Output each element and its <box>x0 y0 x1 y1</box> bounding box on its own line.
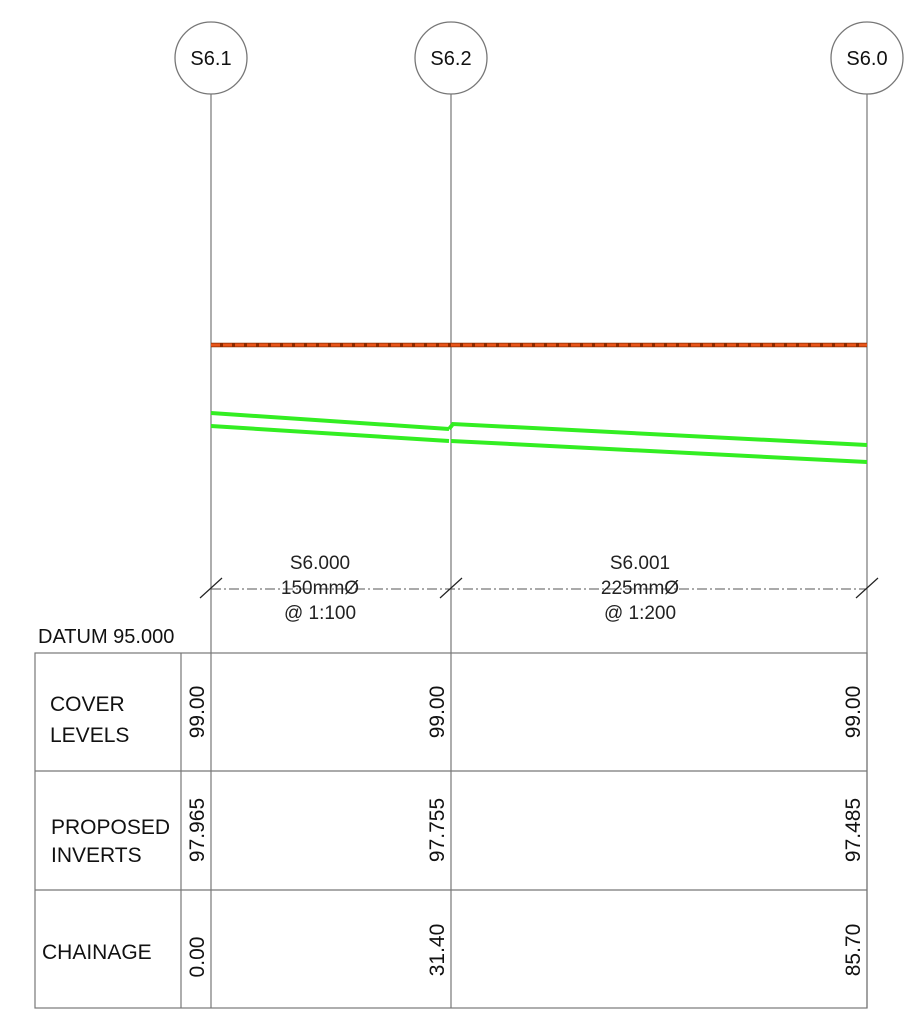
cover-level-s6-2: 99.00 <box>426 686 449 739</box>
pipe-s6-000 <box>210 411 450 443</box>
pipe-label-s6-000: S6.000 150mmØ @ 1:100 <box>281 553 359 624</box>
manhole-bubble-s6-2: S6.2 <box>414 21 488 95</box>
pipe-gradient-s6-000: @ 1:100 <box>284 603 356 624</box>
row-label-proposed-inverts-1: PROPOSED <box>51 816 170 839</box>
manhole-bubble-s6-0: S6.0 <box>830 21 904 95</box>
manhole-bubble-s6-1: S6.1 <box>174 21 248 95</box>
chainage-s6-1: 0.00 <box>186 937 209 978</box>
manhole-label-s6-2: S6.2 <box>430 48 471 70</box>
manhole-label-s6-0: S6.0 <box>846 48 887 70</box>
pipe-label-s6-001: S6.001 225mmØ @ 1:200 <box>601 553 679 624</box>
pipe-diameter-s6-000: 150mmØ <box>281 578 359 599</box>
invert-s6-2: 97.755 <box>426 798 449 862</box>
pipe-ref-s6-000: S6.000 <box>290 553 350 574</box>
row-label-proposed-inverts-2: INVERTS <box>51 844 142 867</box>
row-label-cover-levels-2: LEVELS <box>50 724 129 747</box>
chainage-s6-2: 31.40 <box>426 924 449 977</box>
level-table <box>34 652 868 1009</box>
pipe-gradient-s6-001: @ 1:200 <box>604 603 676 624</box>
datum-baseline <box>199 577 879 599</box>
pipe-s6-001 <box>447 421 868 464</box>
pipe-ref-s6-001: S6.001 <box>610 553 670 574</box>
invert-s6-0: 97.485 <box>842 798 865 862</box>
row-label-chainage: CHAINAGE <box>42 941 152 964</box>
datum-label: DATUM 95.000 <box>38 626 174 648</box>
cover-level-s6-1: 99.00 <box>186 686 209 739</box>
row-label-cover-levels-1: COVER <box>50 693 125 716</box>
manhole-label-s6-1: S6.1 <box>190 48 231 70</box>
cover-level-s6-0: 99.00 <box>842 686 865 739</box>
pipe-diameter-s6-001: 225mmØ <box>601 578 679 599</box>
invert-s6-1: 97.965 <box>186 798 209 862</box>
chainage-s6-0: 85.70 <box>842 924 865 977</box>
